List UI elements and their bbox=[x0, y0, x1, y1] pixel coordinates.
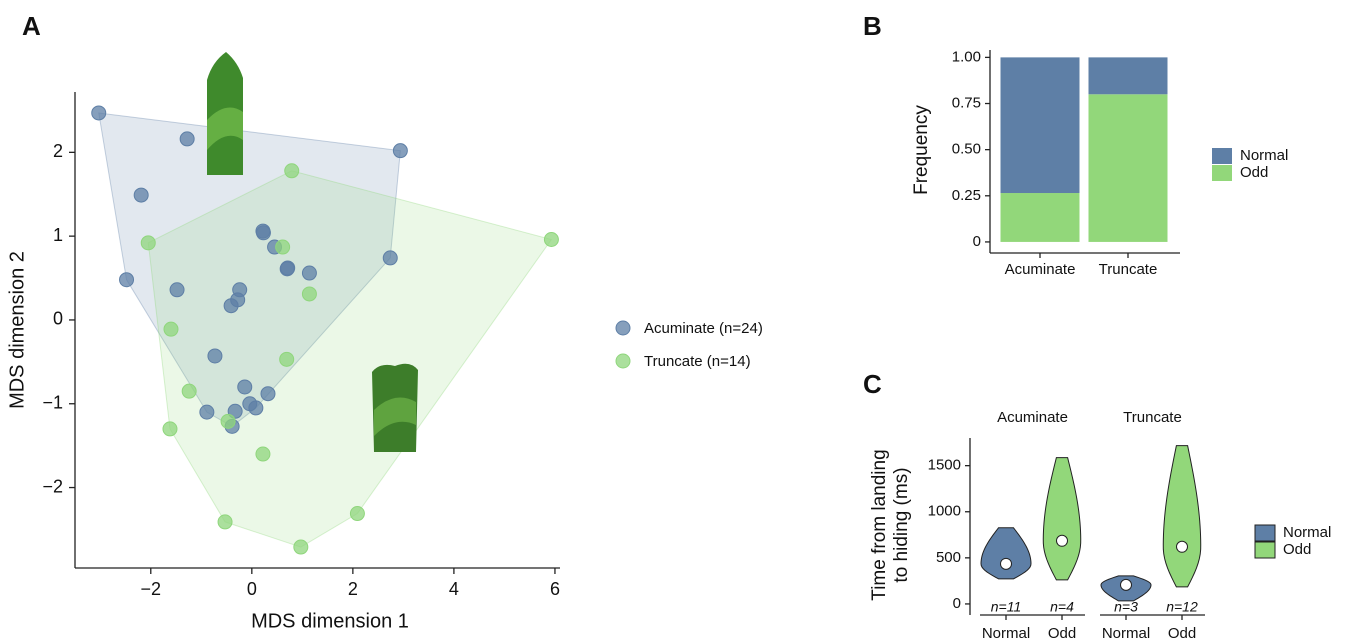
bar-segment bbox=[1000, 193, 1080, 242]
point bbox=[119, 272, 135, 288]
point bbox=[382, 250, 398, 266]
panel-label: A bbox=[22, 11, 41, 41]
y-tick-label: −1 bbox=[42, 392, 63, 412]
point bbox=[162, 421, 178, 437]
y-tick-label: 0.50 bbox=[952, 141, 981, 158]
point bbox=[301, 265, 317, 281]
facet-title: Acuminate bbox=[997, 409, 1068, 426]
point bbox=[275, 239, 291, 255]
leaf-images bbox=[207, 52, 418, 452]
point bbox=[543, 231, 559, 247]
n-label: n=12 bbox=[1166, 599, 1198, 615]
panel-label: C bbox=[863, 369, 882, 399]
point bbox=[91, 105, 107, 121]
y-tick-label: 500 bbox=[936, 549, 961, 566]
point bbox=[140, 235, 156, 251]
facet-title: Truncate bbox=[1123, 409, 1182, 426]
x-tick-label: Truncate bbox=[1099, 261, 1158, 278]
y-tick-label: 0 bbox=[53, 309, 63, 329]
legend-label: Odd bbox=[1240, 164, 1268, 181]
point bbox=[179, 131, 195, 147]
mean-dot bbox=[1000, 557, 1012, 570]
panel-label: B bbox=[863, 11, 882, 41]
leaf-fold bbox=[207, 107, 243, 150]
x-tick-label: −2 bbox=[141, 579, 162, 599]
convex-hull bbox=[147, 170, 553, 548]
point bbox=[392, 143, 408, 159]
y-tick-label: 1500 bbox=[928, 457, 961, 474]
x-tick-label: Odd bbox=[1168, 625, 1196, 642]
point bbox=[301, 286, 317, 302]
legend-swatch bbox=[1254, 541, 1276, 559]
y-tick-label: 1 bbox=[53, 225, 63, 245]
mean-dot bbox=[1120, 578, 1132, 591]
convex-hull bbox=[98, 112, 401, 427]
leaf-fold bbox=[374, 397, 416, 436]
point bbox=[349, 506, 365, 522]
x-axis-title: MDS dimension 1 bbox=[251, 610, 409, 632]
point bbox=[237, 379, 253, 395]
n-label: n=11 bbox=[991, 599, 1022, 615]
point bbox=[293, 539, 309, 555]
x-tick-label: Acuminate bbox=[1005, 261, 1076, 278]
legend-label: Odd bbox=[1283, 541, 1311, 558]
legend-label: Acuminate (n=24) bbox=[644, 320, 763, 337]
bar-segment bbox=[1000, 57, 1080, 194]
x-tick-label: 6 bbox=[550, 579, 560, 599]
y-tick-label: 1.00 bbox=[952, 48, 981, 65]
point bbox=[279, 351, 295, 367]
legend-label: Truncate (n=14) bbox=[644, 353, 751, 370]
point bbox=[255, 446, 271, 462]
x-tick-label: 4 bbox=[449, 579, 459, 599]
violin bbox=[1042, 457, 1082, 581]
violin bbox=[1162, 445, 1202, 588]
y-tick-label: 1000 bbox=[928, 503, 961, 520]
y-tick-label: 0 bbox=[953, 595, 961, 612]
x-tick-label: 0 bbox=[247, 579, 257, 599]
bar-segment bbox=[1088, 57, 1168, 95]
point bbox=[255, 225, 271, 241]
y-axis-title: Time from landing bbox=[869, 449, 890, 600]
y-axis-title: MDS dimension 2 bbox=[6, 251, 28, 409]
legend-label: Normal bbox=[1240, 147, 1288, 164]
point bbox=[133, 187, 149, 203]
y-tick-label: −2 bbox=[42, 476, 63, 496]
y-axis-title: to hiding (ms) bbox=[891, 467, 912, 582]
legend-marker bbox=[615, 353, 631, 369]
point bbox=[248, 400, 264, 416]
mean-dot bbox=[1056, 534, 1068, 547]
bar-segment bbox=[1088, 94, 1168, 242]
y-tick-label: 0 bbox=[973, 233, 981, 250]
x-tick-label: 2 bbox=[348, 579, 358, 599]
y-tick-label: 0.75 bbox=[952, 94, 981, 111]
x-tick-label: Odd bbox=[1048, 625, 1076, 642]
legend-marker bbox=[615, 320, 631, 336]
legend-swatch bbox=[1212, 165, 1232, 181]
x-tick-label: Normal bbox=[1102, 625, 1150, 642]
point bbox=[181, 383, 197, 399]
n-label: n=3 bbox=[1114, 599, 1138, 615]
legend-label: Normal bbox=[1283, 524, 1331, 541]
point bbox=[207, 348, 223, 364]
n-label: n=4 bbox=[1050, 599, 1074, 615]
x-tick-label: Normal bbox=[982, 625, 1030, 642]
point bbox=[169, 282, 185, 298]
mean-dot bbox=[1176, 540, 1188, 553]
point bbox=[223, 298, 239, 314]
y-axis-title: Frequency bbox=[911, 105, 932, 195]
point bbox=[260, 386, 276, 402]
y-tick-label: 2 bbox=[53, 141, 63, 161]
point bbox=[163, 321, 179, 337]
point bbox=[220, 413, 236, 429]
legend-swatch bbox=[1212, 148, 1232, 164]
point bbox=[199, 404, 215, 420]
point bbox=[217, 514, 233, 530]
point bbox=[279, 261, 295, 277]
point bbox=[284, 163, 300, 179]
violin bbox=[980, 527, 1032, 580]
legend-swatch bbox=[1254, 524, 1276, 542]
y-tick-label: 0.25 bbox=[952, 187, 981, 204]
